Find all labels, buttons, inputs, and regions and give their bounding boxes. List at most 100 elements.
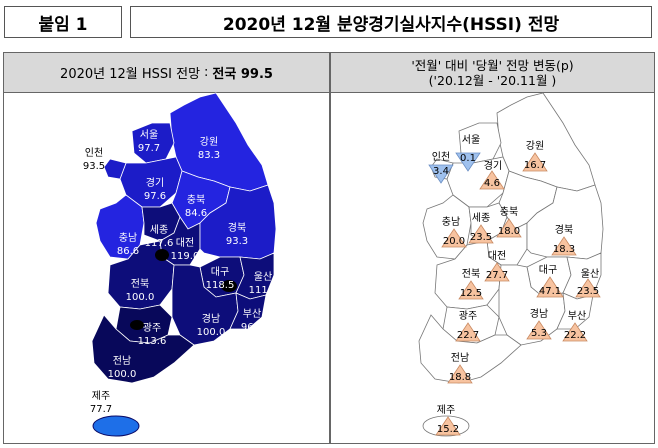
label-jeonnam-value: 100.0 <box>108 369 137 380</box>
forecast-heading-text: 2020년 12월 HSSI 전망 <box>60 67 201 82</box>
change-daejeon-value: 27.7 <box>486 270 508 281</box>
triangle-up-gyeongbuk <box>551 236 577 256</box>
label-sejong-name: 세종 <box>150 224 168 236</box>
label-gyeonggi-value: 97.6 <box>144 191 166 202</box>
change-seoul-value: 0.1 <box>460 153 476 164</box>
triangle-up-jeonnam <box>447 364 473 384</box>
change-gyeongbuk-name: 경북 <box>555 223 573 236</box>
label-chungbuk-value: 84.6 <box>185 208 207 219</box>
label-ulsan-name: 울산 <box>254 271 272 283</box>
region-jeju[interactable] <box>92 415 140 437</box>
label-chungbuk-name: 충북 <box>187 194 205 206</box>
label-gwangju-value: 113.6 <box>138 336 167 347</box>
heading-separator: : <box>204 65 209 80</box>
triangle-up-jeonbuk <box>458 280 484 300</box>
change-jeju-value: 15.2 <box>437 424 459 435</box>
change-incheon-value: 3.4 <box>433 166 449 177</box>
triangle-up-chungnam <box>441 228 467 248</box>
change-jeonnam-name: 전남 <box>451 352 469 364</box>
change-jeonbuk-name: 전북 <box>462 268 480 280</box>
change-gyeonggi-name: 경기 <box>484 159 502 172</box>
label-daejeon-name: 대전 <box>176 237 194 249</box>
label-gyeongbuk-value: 93.3 <box>226 236 248 247</box>
triangle-up-chungbuk <box>496 218 522 238</box>
label-busan-name: 부산 <box>243 308 261 320</box>
change-sejong-name: 세종 <box>472 212 490 224</box>
label-gyeonggi-name: 경기 <box>146 176 164 189</box>
label-jeonbuk-name: 전북 <box>131 278 149 290</box>
change-chungbuk-name: 충북 <box>500 206 518 218</box>
change-daegu-value: 47.1 <box>539 286 561 297</box>
label-gyeongbuk-name: 경북 <box>228 221 246 234</box>
gwangju-city-mark <box>130 320 144 330</box>
national-value: 전국 99.5 <box>212 67 273 82</box>
label-chungnam-name: 충남 <box>119 232 137 244</box>
label-seoul-name: 서울 <box>140 129 158 141</box>
label-gangwon-name: 강원 <box>200 136 218 148</box>
change-heading: '전월' 대비 '당월' 전망 변동(p) ('20.12월 - '20.11월… <box>331 53 654 93</box>
label-daegu-name: 대구 <box>211 266 229 278</box>
label-seoul-value: 97.7 <box>138 143 160 154</box>
attachment-tag: 붙임 1 <box>4 6 122 38</box>
region-jeonnam[interactable] <box>91 314 195 384</box>
change-ulsan-name: 울산 <box>581 268 599 280</box>
label-jeonnam-name: 전남 <box>113 355 131 367</box>
label-jeju-value: 77.7 <box>90 404 112 415</box>
label-gyeongnam-value: 100.0 <box>197 327 226 338</box>
change-gyeongnam-value: 5.3 <box>531 328 547 339</box>
label-gangwon-value: 83.3 <box>198 150 220 161</box>
change-map: 서울 0.1 인천 3.4 경기 4.6 강원 16.7 충북 18.0 세종 … <box>418 92 604 437</box>
sejong-city-mark <box>155 249 169 261</box>
change-heading-line2: ('20.12월 - '20.11월 ) <box>428 72 557 88</box>
daegu-city-mark <box>221 280 237 292</box>
label-gyeongnam-name: 경남 <box>202 312 220 325</box>
outline-busan[interactable] <box>556 292 594 330</box>
change-seoul-name: 서울 <box>462 134 480 146</box>
change-jeonbuk-value: 12.5 <box>460 288 482 299</box>
change-daejeon-name: 대전 <box>488 250 506 262</box>
triangle-up-jeju <box>435 416 461 436</box>
triangle-down-incheon <box>428 164 454 184</box>
change-gwangju-value: 22.7 <box>457 330 479 341</box>
label-busan-value: 96.2 <box>241 322 263 333</box>
triangle-up-gangwon <box>522 152 548 172</box>
change-heading-line1: '전월' 대비 '당월' 전망 변동(p) <box>411 57 574 73</box>
triangle-up-sejong <box>468 224 494 244</box>
label-chungnam-value: 86.6 <box>117 246 139 257</box>
label-daegu-value: 118.5 <box>206 280 235 291</box>
triangle-up-daegu <box>536 276 564 298</box>
change-ulsan-value: 23.5 <box>577 286 599 297</box>
change-chungnam-value: 20.0 <box>443 236 465 247</box>
hssi-forecast-map: 서울 97.7 인천 93.5 경기 97.6 강원 83.3 충북 84.6 … <box>83 92 278 437</box>
region-incheon[interactable] <box>103 158 127 180</box>
label-sejong-value: 117.6 <box>145 238 174 249</box>
change-busan-value: 22.2 <box>564 330 586 341</box>
change-gyeongbuk-value: 18.3 <box>553 244 575 255</box>
change-gangwon-value: 16.7 <box>524 160 546 171</box>
change-panel: '전월' 대비 '당월' 전망 변동(p) ('20.12월 - '20.11월… <box>330 52 655 444</box>
change-jeju-name: 제주 <box>437 404 455 416</box>
triangle-up-gwangju <box>455 322 481 342</box>
triangle-up-gyeonggi <box>479 170 505 190</box>
triangle-up-gyeongnam <box>526 320 552 340</box>
hssi-forecast-heading: 2020년 12월 HSSI 전망 : 전국 99.5 <box>4 53 329 93</box>
label-jeonbuk-value: 100.0 <box>126 292 155 303</box>
region-busan[interactable] <box>229 292 267 330</box>
change-busan-name: 부산 <box>568 310 586 322</box>
triangle-up-busan <box>562 322 588 342</box>
hssi-forecast-panel: 2020년 12월 HSSI 전망 : 전국 99.5 <box>3 52 330 444</box>
change-sejong-value: 23.5 <box>470 232 492 243</box>
change-chungbuk-value: 18.0 <box>498 226 520 237</box>
change-daegu-name: 대구 <box>539 264 557 276</box>
change-chungnam-name: 충남 <box>442 216 460 228</box>
triangle-down-seoul <box>455 152 481 172</box>
label-jeju-name: 제주 <box>92 390 110 402</box>
change-gangwon-name: 강원 <box>526 140 544 152</box>
change-gyeongnam-name: 경남 <box>530 307 548 320</box>
region-seoul[interactable] <box>131 122 175 164</box>
header: 붙임 1 2020년 12월 분양경기실사지수(HSSI) 전망 <box>0 0 658 46</box>
label-ulsan-value: 111.7 <box>249 285 278 296</box>
label-daejeon-value: 119.0 <box>171 251 200 262</box>
change-gyeonggi-value: 4.6 <box>484 178 500 189</box>
change-gwangju-name: 광주 <box>459 310 477 322</box>
